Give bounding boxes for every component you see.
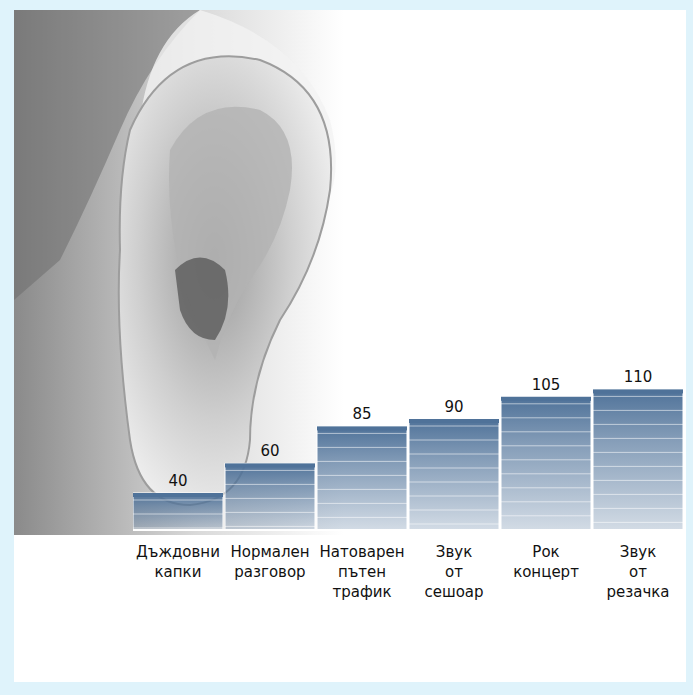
category-label-line: Рок bbox=[532, 543, 559, 561]
bar-stripe bbox=[409, 426, 499, 427]
bar bbox=[501, 397, 591, 530]
bar-cap bbox=[225, 463, 315, 467]
head bbox=[14, 10, 344, 535]
bar-cap bbox=[593, 389, 683, 393]
category-label-line: Звук bbox=[620, 543, 656, 561]
category-label-line: концерт bbox=[513, 563, 579, 581]
bar-stripe bbox=[409, 440, 499, 441]
category-label: Дъждовни капки bbox=[136, 543, 220, 581]
bar-stripe bbox=[133, 514, 223, 515]
category-label-line: Звук bbox=[436, 543, 472, 561]
category-label: Рок концерт bbox=[513, 543, 579, 581]
value-label: 40 bbox=[168, 472, 187, 490]
category-label-line: капки bbox=[155, 563, 202, 581]
ear-inner bbox=[169, 107, 292, 360]
ear-canal bbox=[175, 258, 228, 341]
labels: 40 Дъждовни капки 60 Нормален разговор 85 Натов… bbox=[136, 368, 669, 601]
bar-stripe bbox=[593, 452, 683, 453]
category-label: Нормален разговор bbox=[230, 543, 309, 581]
bar-stripe bbox=[317, 461, 407, 462]
bar bbox=[225, 463, 315, 530]
bar-stripe bbox=[409, 510, 499, 511]
bar-stripe bbox=[501, 459, 591, 460]
ear bbox=[119, 56, 331, 505]
bar-stripe bbox=[133, 528, 223, 529]
value-label: 90 bbox=[444, 398, 463, 416]
category-label-line: Натоварен bbox=[320, 543, 405, 561]
category-label-line: от bbox=[445, 563, 463, 581]
bar-stripe bbox=[317, 433, 407, 434]
category-label-line: сешоар bbox=[424, 583, 483, 601]
bar-stripe bbox=[501, 501, 591, 502]
bar-stripe bbox=[593, 466, 683, 467]
chart-canvas: 40 Дъждовни капки 60 Нормален разговор 85 Натов… bbox=[0, 0, 693, 695]
panel bbox=[14, 10, 686, 682]
bar bbox=[409, 419, 499, 530]
bar-stripe bbox=[593, 522, 683, 523]
bar-stripe bbox=[317, 517, 407, 518]
bar-stripe bbox=[409, 496, 499, 497]
bar-stripe bbox=[593, 438, 683, 439]
bar-stripe bbox=[317, 475, 407, 476]
category-label-line: Дъждовни bbox=[136, 543, 220, 561]
bar-stripe bbox=[501, 473, 591, 474]
category-label-line: трафик bbox=[332, 583, 391, 601]
bar bbox=[593, 389, 683, 530]
category-label-line: пътен bbox=[338, 563, 386, 581]
bar-stripe bbox=[501, 417, 591, 418]
bar-stripe bbox=[409, 468, 499, 469]
category-label: Звук от сешоар bbox=[424, 543, 483, 601]
value-label: 110 bbox=[624, 368, 653, 386]
bar-cap bbox=[501, 397, 591, 401]
bar-stripe bbox=[409, 454, 499, 455]
bar-stripe bbox=[409, 524, 499, 525]
bar-stripe bbox=[133, 500, 223, 501]
bar-stripe bbox=[593, 508, 683, 509]
bar-stripe bbox=[501, 403, 591, 404]
bar-stripe bbox=[501, 431, 591, 432]
bar-stripe bbox=[501, 445, 591, 446]
bar-stripe bbox=[501, 515, 591, 516]
bar-stripe bbox=[225, 526, 315, 527]
bar-stripe bbox=[593, 480, 683, 481]
value-label: 105 bbox=[532, 376, 561, 394]
bar-stripe bbox=[317, 447, 407, 448]
bar-stripe bbox=[225, 484, 315, 485]
category-label-line: от bbox=[629, 563, 647, 581]
bar-stripe bbox=[317, 503, 407, 504]
category-label: Звук от резачка bbox=[606, 543, 669, 601]
category-label: Натоварен пътен трафик bbox=[320, 543, 405, 601]
bar-stripe bbox=[225, 498, 315, 499]
bar-stripe bbox=[593, 410, 683, 411]
bar-stripe bbox=[593, 494, 683, 495]
value-label: 60 bbox=[260, 442, 279, 460]
bar-stripe bbox=[225, 512, 315, 513]
bar bbox=[133, 493, 223, 530]
value-label: 85 bbox=[352, 405, 371, 423]
baseline bbox=[133, 529, 683, 531]
bar-cap bbox=[409, 419, 499, 423]
category-label-line: разговор bbox=[234, 563, 305, 581]
bar-cap bbox=[317, 426, 407, 430]
category-label-line: резачка bbox=[606, 583, 669, 601]
category-label-line: Нормален bbox=[230, 543, 309, 561]
bars bbox=[133, 389, 683, 530]
bar-stripe bbox=[593, 424, 683, 425]
bar-stripe bbox=[501, 487, 591, 488]
bar-stripe bbox=[317, 489, 407, 490]
bar-stripe bbox=[593, 396, 683, 397]
bar bbox=[317, 426, 407, 530]
bar-stripe bbox=[225, 470, 315, 471]
bar-stripe bbox=[409, 482, 499, 483]
bar-cap bbox=[133, 493, 223, 497]
